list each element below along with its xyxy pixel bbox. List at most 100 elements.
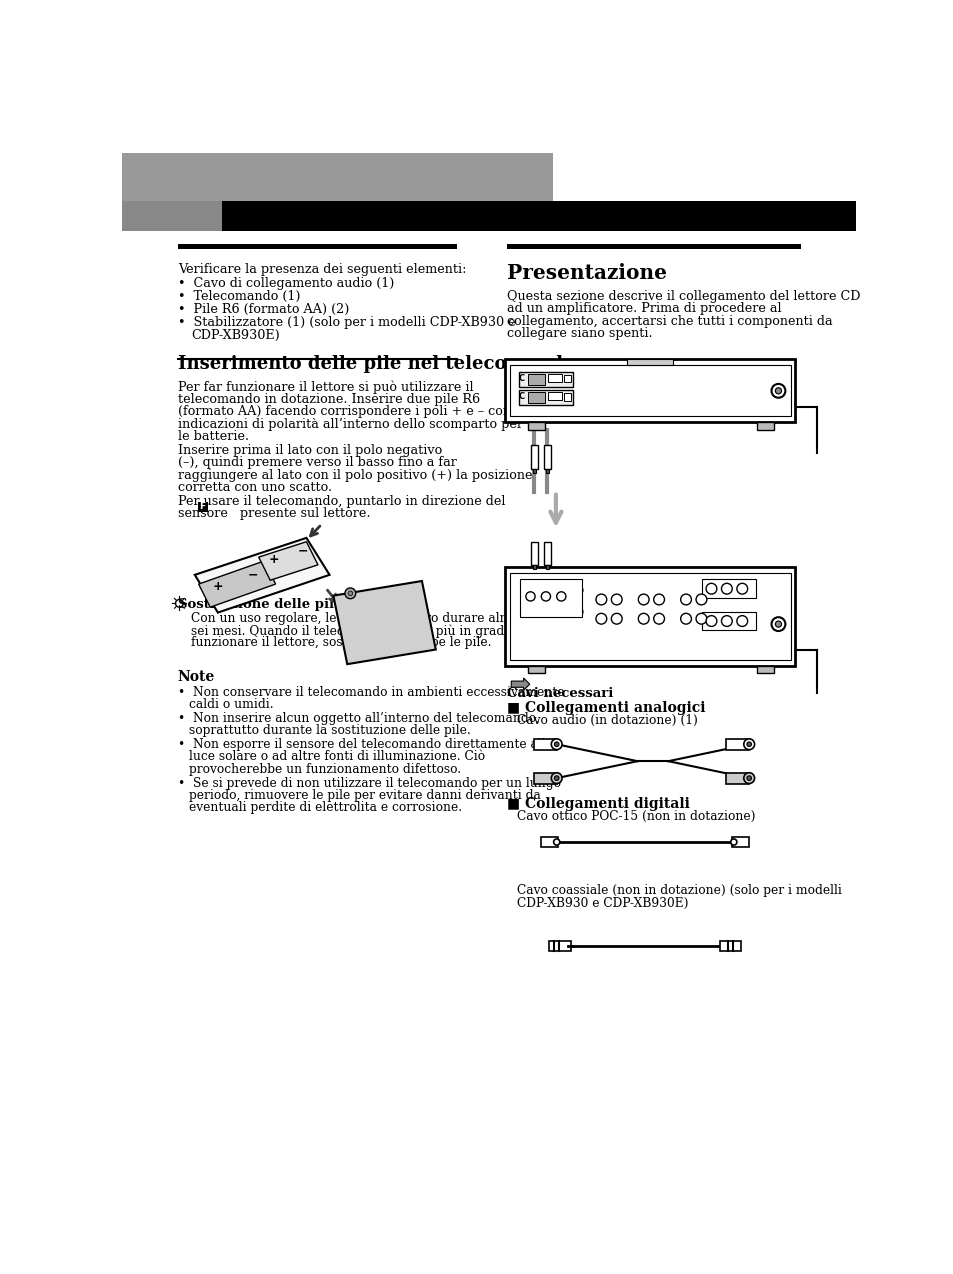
Circle shape [771, 617, 784, 631]
Text: (formato AA) facendo corrispondere i poli + e – con le: (formato AA) facendo corrispondere i pol… [177, 405, 526, 418]
Circle shape [596, 594, 606, 605]
Bar [563, 394, 571, 401]
Bar [548, 392, 561, 400]
Polygon shape [258, 541, 317, 580]
Text: CDP-XB930 e CDP-XB930E): CDP-XB930 e CDP-XB930E) [517, 897, 688, 910]
Circle shape [746, 741, 751, 747]
Bar [530, 446, 537, 469]
Circle shape [554, 741, 558, 747]
Circle shape [555, 585, 565, 596]
Bar [528, 392, 544, 403]
Text: •  Cavo di collegamento audio (1): • Cavo di collegamento audio (1) [177, 276, 394, 290]
Circle shape [705, 615, 716, 627]
Circle shape [743, 773, 754, 784]
Text: Per usare il telecomando, puntarlo in direzione del: Per usare il telecomando, puntarlo in di… [177, 494, 505, 508]
Text: •  Non conservare il telecomando in ambienti eccessivamente: • Non conservare il telecomando in ambie… [177, 685, 564, 698]
Text: corretta con uno scatto.: corretta con uno scatto. [177, 480, 332, 494]
Bar [725, 739, 748, 749]
Circle shape [596, 613, 606, 624]
Bar [509, 573, 790, 660]
Text: Questa sezione descrive il collegamento del lettore CD: Questa sezione descrive il collegamento … [506, 290, 860, 303]
Text: •  Telecomando (1): • Telecomando (1) [177, 290, 300, 303]
Text: funzionare il lettore, sostituire entrambe le pile.: funzionare il lettore, sostituire entram… [191, 637, 491, 650]
Circle shape [696, 594, 706, 605]
Text: Cavi necessari: Cavi necessari [506, 687, 613, 701]
Polygon shape [333, 581, 436, 664]
Bar [701, 612, 756, 631]
Bar [533, 739, 557, 749]
Circle shape [553, 840, 559, 845]
Bar [530, 541, 537, 564]
Text: CDP-XB930E): CDP-XB930E) [191, 329, 279, 343]
Text: •  Non esporre il sensore del telecomando direttamente alla: • Non esporre il sensore del telecomando… [177, 738, 553, 752]
Bar [122, 153, 552, 200]
Bar [177, 243, 456, 250]
Bar [545, 564, 548, 569]
Circle shape [520, 606, 532, 617]
Circle shape [345, 587, 355, 599]
Circle shape [775, 620, 781, 627]
Circle shape [775, 387, 781, 394]
Bar [563, 375, 571, 382]
Bar [533, 773, 557, 784]
Text: provocherebbe un funzionamento difettoso.: provocherebbe un funzionamento difettoso… [190, 763, 461, 776]
Text: ■ Collegamenti digitali: ■ Collegamenti digitali [506, 796, 689, 810]
Polygon shape [194, 538, 329, 613]
Circle shape [736, 615, 747, 627]
Text: telecomando in dotazione. Inserire due pile R6: telecomando in dotazione. Inserire due p… [177, 394, 479, 406]
Text: Presentazione: Presentazione [506, 262, 666, 283]
Text: luce solare o ad altre fonti di illuminazione. Ciò: luce solare o ad altre fonti di illumina… [190, 750, 485, 763]
Circle shape [551, 773, 561, 784]
Polygon shape [198, 561, 275, 608]
Text: caldi o umidi.: caldi o umidi. [190, 698, 274, 711]
Text: (–), quindi premere verso il basso fino a far: (–), quindi premere verso il basso fino … [177, 456, 456, 469]
Circle shape [557, 592, 565, 601]
Text: Note: Note [177, 670, 214, 684]
Circle shape [572, 585, 582, 596]
Circle shape [572, 606, 582, 617]
Text: Sostituzione delle pile: Sostituzione delle pile [177, 598, 342, 612]
Bar [197, 502, 208, 512]
Text: •  Pile R6 (formato AA) (2): • Pile R6 (formato AA) (2) [177, 303, 349, 316]
Text: sei mesi. Quando il telecomando non è più in grado di far: sei mesi. Quando il telecomando non è pi… [191, 624, 548, 637]
Text: •  Se si prevede di non utilizzare il telecomando per un lungo: • Se si prevede di non utilizzare il tel… [177, 777, 560, 790]
Bar [725, 773, 748, 784]
Text: F: F [199, 502, 205, 511]
Bar [504, 567, 795, 666]
Text: Verificare la presenza dei seguenti elementi:: Verificare la presenza dei seguenti elem… [177, 262, 466, 276]
Circle shape [348, 591, 353, 596]
Bar [509, 366, 790, 417]
Text: Cavo ottico POC-15 (non in dotazione): Cavo ottico POC-15 (non in dotazione) [517, 810, 755, 823]
Text: collegare siano spenti.: collegare siano spenti. [506, 327, 652, 340]
Circle shape [720, 583, 732, 594]
Circle shape [730, 840, 736, 845]
Bar [540, 837, 558, 847]
Circle shape [679, 613, 691, 624]
Circle shape [638, 594, 648, 605]
Bar [518, 372, 572, 387]
Circle shape [537, 606, 548, 617]
Circle shape [746, 776, 751, 781]
Circle shape [551, 739, 561, 749]
Circle shape [720, 615, 732, 627]
Bar [626, 359, 672, 366]
Bar [756, 423, 773, 431]
Text: eventuali perdite di elettrolita e corrosione.: eventuali perdite di elettrolita e corro… [190, 801, 462, 814]
Bar [543, 541, 551, 564]
Circle shape [520, 585, 532, 596]
Text: Inserire prima il lato con il polo negativo: Inserire prima il lato con il polo negat… [177, 443, 441, 457]
Circle shape [696, 613, 706, 624]
Text: Per far funzionare il lettore si può utilizzare il: Per far funzionare il lettore si può uti… [177, 381, 473, 394]
Circle shape [679, 594, 691, 605]
Bar [545, 469, 548, 473]
Bar [528, 423, 544, 431]
Bar [533, 469, 536, 473]
Text: indicazioni di polarità all’interno dello scomparto per: indicazioni di polarità all’interno dell… [177, 418, 522, 431]
Text: •  Stabilizzatore (1) (solo per i modelli CDP-XB930 e: • Stabilizzatore (1) (solo per i modelli… [177, 316, 515, 329]
Circle shape [611, 594, 621, 605]
Text: +: + [213, 580, 223, 592]
Bar [756, 666, 773, 674]
Text: +: + [269, 553, 279, 566]
Bar [518, 390, 572, 405]
Bar [732, 837, 748, 847]
